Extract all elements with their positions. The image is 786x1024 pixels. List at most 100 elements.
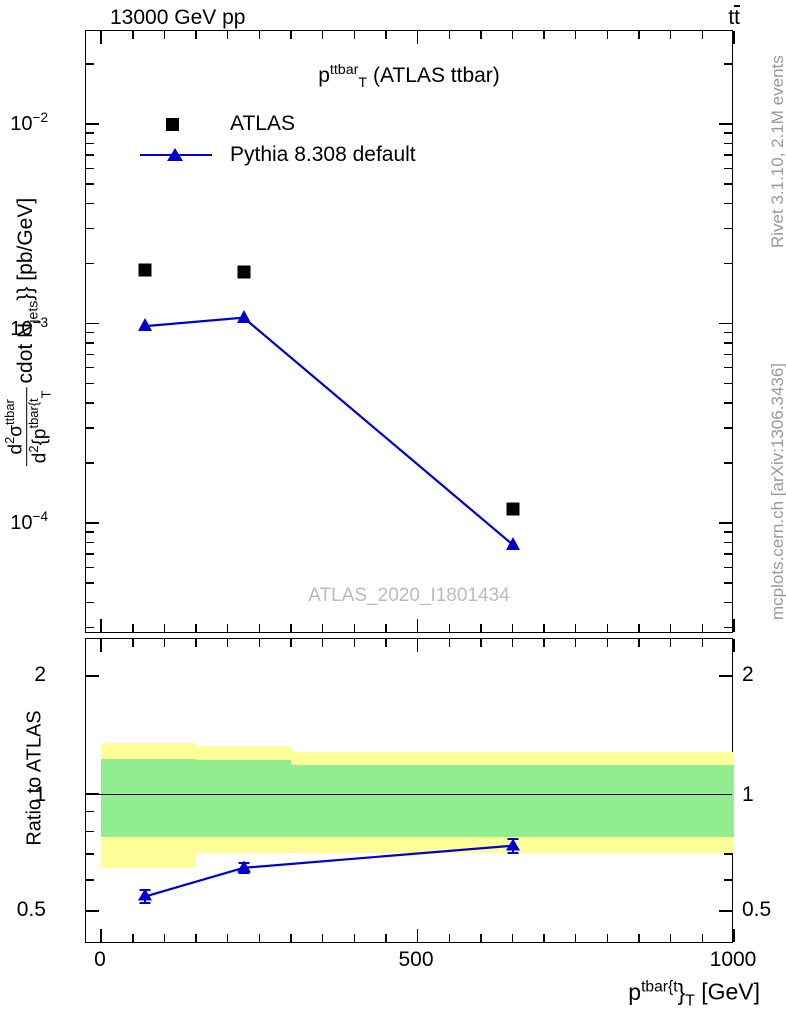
ratio-tick-label-left-1: 1 [34,783,46,806]
ratio-error-cap [139,902,151,905]
axis-tick [670,934,672,942]
ratio-tick-label-right-1: 1 [742,783,754,806]
axis-tick [100,639,102,652]
ratio-tick-label-right-2: 2 [742,663,754,686]
axis-tick [480,624,482,632]
axis-tick [724,553,732,555]
axis-tick [86,566,94,568]
axis-tick [86,830,94,833]
axis-tick [86,123,99,125]
axis-tick [385,934,387,942]
axis-tick [719,910,732,912]
axis-tick [227,639,229,647]
axis-tick [385,639,387,647]
side-caption-mcplots: mcplots.cern.ch [arXiv:1306.3436] [768,362,786,620]
axis-tick [100,929,102,942]
axis-tick [258,31,261,39]
axis-tick [670,624,672,632]
axis-tick [227,624,229,632]
axis-tick [480,934,482,942]
axis-tick [86,227,94,229]
plot-title: pttbarT (ATLAS ttbar) [318,62,500,92]
axis-tick [638,639,640,647]
axis-tick [416,31,419,44]
axis-tick [724,154,732,156]
axis-tick [290,624,292,632]
data-point-mc [236,309,251,323]
axis-tick [86,202,94,205]
axis-tick [638,934,640,942]
axis-tick [733,619,735,632]
axis-tick [86,353,94,356]
legend-item-atlas: ATLAS [140,108,416,139]
axis-tick [719,522,732,524]
legend-key-triangle-line [140,145,212,165]
axis-tick [86,553,94,555]
axis-tick [163,624,166,632]
legend: ATLAS Pythia 8.308 default [140,108,416,170]
axis-tick [227,31,229,39]
axis-tick [86,522,99,524]
axis-tick [606,639,609,647]
axis-tick [86,626,94,628]
ratio-band-inner [101,759,197,837]
axis-tick [701,639,704,647]
axis-tick [638,624,640,632]
y-axis-denominator: d2{ptbar{tT [26,386,53,466]
axis-tick [670,31,672,39]
axis-tick [543,31,545,39]
axis-tick [724,353,732,356]
axis-tick [86,810,94,813]
axis-tick [701,934,704,942]
y-tick-label-1e-3: 10−3 [10,315,48,340]
axis-tick [719,675,732,677]
main-plot-panel [85,30,735,633]
axis-tick [163,639,166,647]
legend-item-pythia: Pythia 8.308 default [140,139,416,170]
side-caption-rivet: Rivet 3.1.10, 2.1M events [768,55,786,248]
y-tick-label-1e-4: 10−4 [10,509,48,534]
axis-tick [86,132,94,134]
axis-tick [86,63,94,65]
axis-tick [86,183,94,185]
header-process-label: tt [728,5,740,29]
axis-tick [385,624,387,632]
axis-tick [724,331,732,334]
axis-tick [701,624,704,632]
axis-tick [100,619,102,632]
legend-key-square [140,114,212,134]
axis-tick [86,792,99,795]
axis-tick [416,619,419,632]
axis-tick [724,202,732,205]
axis-tick [606,934,609,942]
axis-tick [511,31,514,39]
axis-tick [258,624,261,632]
axis-tick [543,934,545,942]
data-point-atlas [506,502,520,516]
axis-tick [86,322,99,325]
axis-tick [163,934,166,942]
ratio-data-point [236,860,251,873]
axis-tick [86,853,94,855]
ratio-plot-panel [85,638,735,943]
axis-tick [448,639,450,647]
axis-tick [638,31,640,39]
axis-tick [724,63,732,65]
axis-tick [724,601,732,604]
axis-tick [86,582,94,584]
data-point-atlas [138,263,152,277]
axis-tick [724,367,732,369]
axis-tick [132,31,134,39]
axis-tick [195,639,197,647]
legend-label-pythia: Pythia 8.308 default [230,142,416,166]
axis-tick [724,402,732,404]
axis-tick [480,31,482,39]
axis-tick [86,382,94,385]
axis-tick [719,322,732,325]
axis-tick [321,639,324,647]
axis-tick [724,853,732,855]
axis-tick [724,531,732,533]
axis-tick [606,31,609,39]
axis-tick [724,626,732,628]
axis-tick [724,462,732,464]
